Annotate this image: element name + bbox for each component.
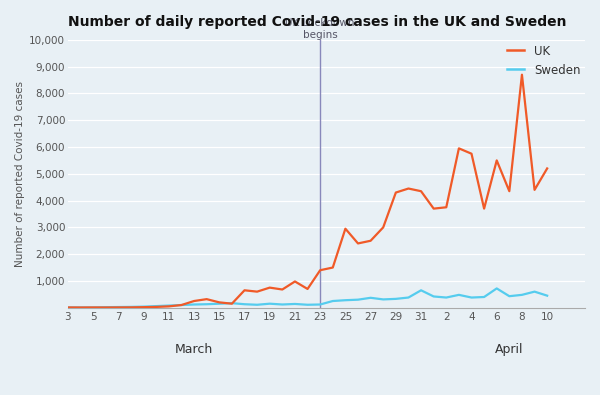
Sweden: [518, 292, 526, 297]
UK: [266, 285, 274, 290]
Text: UK Lockdown
begins: UK Lockdown begins: [286, 18, 355, 40]
UK: [518, 72, 526, 77]
UK: [304, 287, 311, 292]
Sweden: [77, 305, 84, 310]
Sweden: [392, 297, 400, 301]
Y-axis label: Number of reported Covid-19 cases: Number of reported Covid-19 cases: [15, 81, 25, 267]
Sweden: [89, 305, 97, 310]
Sweden: [430, 294, 437, 299]
Sweden: [165, 303, 172, 308]
Sweden: [544, 293, 551, 298]
UK: [367, 239, 374, 243]
Text: March: March: [175, 342, 213, 356]
UK: [241, 288, 248, 293]
UK: [228, 301, 235, 306]
Sweden: [317, 302, 324, 307]
UK: [203, 297, 210, 301]
UK: [392, 190, 400, 195]
Sweden: [292, 302, 299, 307]
Sweden: [355, 297, 362, 302]
UK: [531, 188, 538, 192]
UK: [481, 206, 488, 211]
UK: [89, 305, 97, 310]
Sweden: [203, 302, 210, 307]
Sweden: [367, 295, 374, 300]
UK: [127, 305, 134, 310]
UK: [506, 189, 513, 194]
UK: [455, 146, 463, 151]
UK: [544, 166, 551, 171]
Text: April: April: [495, 342, 524, 356]
UK: [102, 305, 109, 310]
UK: [215, 300, 223, 305]
Sweden: [266, 301, 274, 306]
Text: Number of daily reported Covid-19 cases in the UK and Sweden: Number of daily reported Covid-19 cases …: [68, 15, 566, 29]
Sweden: [304, 303, 311, 307]
Sweden: [152, 304, 160, 308]
UK: [152, 305, 160, 309]
UK: [418, 189, 425, 194]
Sweden: [215, 301, 223, 306]
UK: [443, 205, 450, 210]
Sweden: [115, 305, 122, 309]
UK: [64, 305, 71, 310]
Sweden: [190, 302, 197, 307]
UK: [342, 226, 349, 231]
Sweden: [279, 302, 286, 307]
Sweden: [455, 292, 463, 297]
UK: [317, 268, 324, 273]
Sweden: [329, 299, 337, 303]
Sweden: [178, 303, 185, 307]
UK: [355, 241, 362, 246]
UK: [178, 303, 185, 307]
Sweden: [493, 286, 500, 291]
Sweden: [506, 294, 513, 299]
Line: UK: UK: [68, 75, 547, 307]
UK: [430, 206, 437, 211]
Sweden: [418, 288, 425, 293]
Sweden: [228, 301, 235, 305]
Sweden: [127, 305, 134, 309]
UK: [115, 305, 122, 310]
UK: [468, 151, 475, 156]
UK: [405, 186, 412, 191]
Sweden: [531, 289, 538, 294]
Sweden: [481, 295, 488, 299]
UK: [254, 289, 261, 294]
Sweden: [140, 304, 147, 309]
UK: [329, 265, 337, 270]
Sweden: [102, 305, 109, 310]
Legend: UK, Sweden: UK, Sweden: [502, 40, 585, 81]
UK: [140, 305, 147, 310]
UK: [165, 304, 172, 309]
Sweden: [64, 305, 71, 310]
Sweden: [443, 295, 450, 300]
UK: [279, 287, 286, 292]
Sweden: [342, 298, 349, 303]
UK: [493, 158, 500, 163]
UK: [292, 279, 299, 284]
UK: [380, 225, 387, 230]
Sweden: [380, 297, 387, 302]
Sweden: [254, 303, 261, 307]
Line: Sweden: Sweden: [68, 288, 547, 307]
Sweden: [241, 302, 248, 307]
Sweden: [468, 295, 475, 300]
UK: [190, 299, 197, 303]
UK: [77, 305, 84, 310]
Sweden: [405, 295, 412, 300]
